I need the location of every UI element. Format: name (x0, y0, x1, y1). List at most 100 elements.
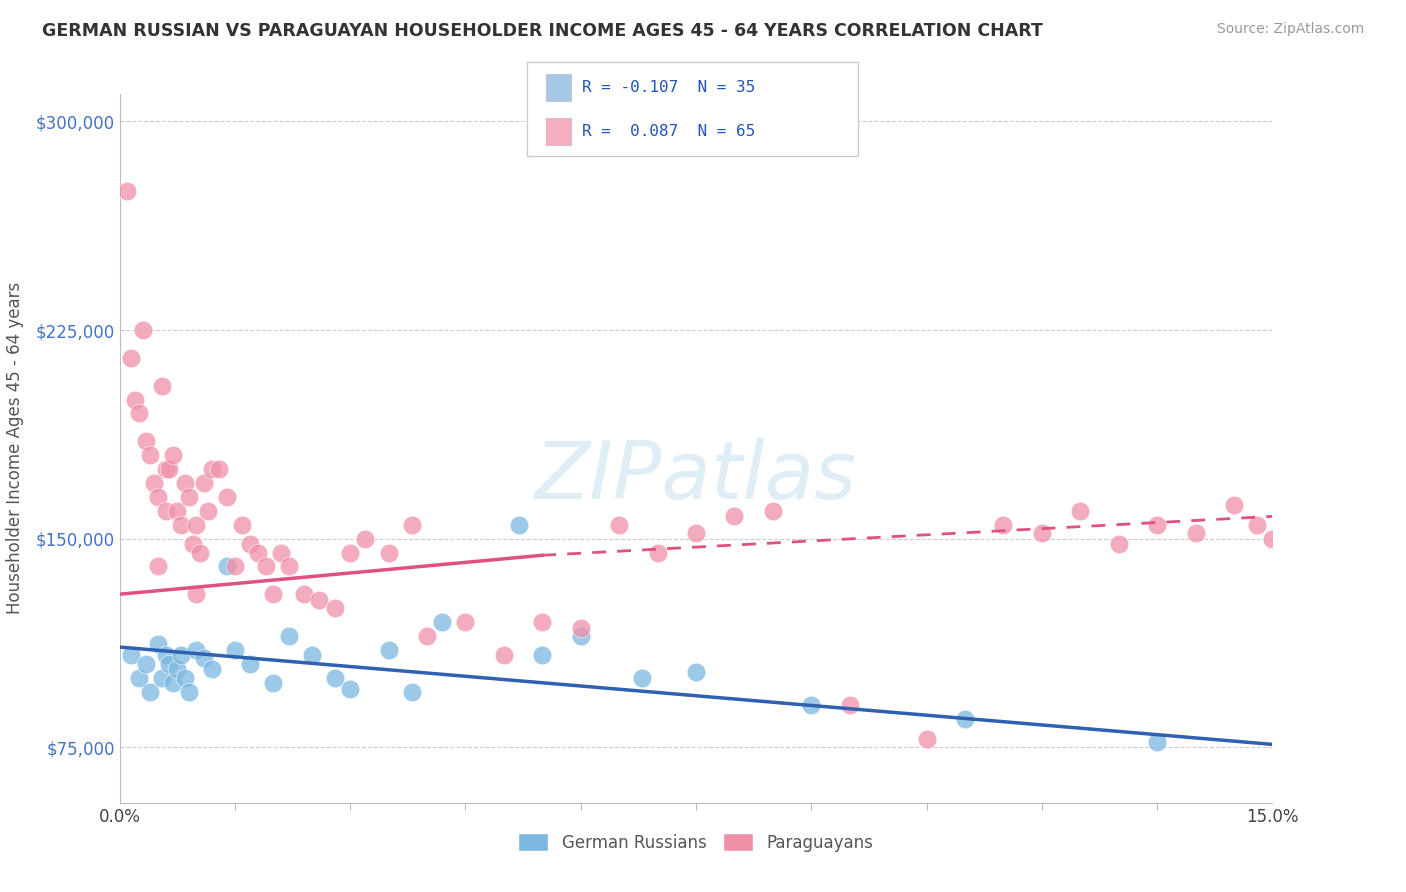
Point (135, 657, 157, 671)
Point (277, 629, 299, 643)
Point (217, 490, 239, 504)
Point (377, 643, 399, 657)
Point (301, 648, 323, 663)
Point (292, 587, 315, 601)
Point (120, 351, 142, 365)
Point (193, 651, 215, 665)
Point (685, 665, 707, 679)
Point (124, 392, 146, 407)
Point (492, 648, 515, 663)
Point (197, 504, 219, 518)
Point (150, 671, 173, 685)
Point (181, 537, 204, 551)
Text: ZIPatlas: ZIPatlas (534, 438, 858, 516)
Point (155, 504, 177, 518)
Point (173, 475, 195, 490)
Point (323, 671, 346, 685)
Point (1146, 734, 1168, 748)
Point (159, 657, 181, 671)
Point (170, 648, 193, 663)
Text: GERMAN RUSSIAN VS PARAGUAYAN HOUSEHOLDER INCOME AGES 45 - 64 YEARS CORRELATION C: GERMAN RUSSIAN VS PARAGUAYAN HOUSEHOLDER… (42, 22, 1043, 40)
Point (1069, 504, 1091, 518)
Point (838, 698, 860, 713)
Point (631, 671, 654, 685)
Point (685, 526, 707, 541)
Point (162, 676, 184, 690)
Point (128, 671, 150, 685)
Point (177, 684, 200, 698)
Point (120, 648, 142, 663)
Point (339, 681, 361, 696)
Point (323, 601, 346, 615)
Point (915, 731, 938, 746)
Point (166, 662, 188, 676)
Point (239, 657, 262, 671)
Point (401, 684, 423, 698)
Point (146, 637, 169, 651)
Point (224, 643, 246, 657)
Text: R =  0.087  N = 65: R = 0.087 N = 65 (582, 124, 755, 138)
Point (188, 545, 211, 559)
Point (201, 462, 224, 476)
Point (246, 545, 269, 559)
Point (416, 629, 439, 643)
Point (262, 587, 284, 601)
Point (193, 475, 215, 490)
Point (186, 643, 208, 657)
Point (569, 629, 592, 643)
Point (146, 559, 169, 574)
Point (177, 490, 200, 504)
Point (953, 712, 976, 726)
Point (166, 504, 188, 518)
Point (173, 671, 195, 685)
Point (155, 648, 177, 663)
Y-axis label: Householder Income Ages 45 - 64 years: Householder Income Ages 45 - 64 years (6, 282, 24, 615)
Point (1146, 517, 1168, 532)
Point (432, 615, 454, 629)
Point (150, 378, 173, 392)
Point (800, 698, 823, 713)
Point (1108, 537, 1130, 551)
Text: Source: ZipAtlas.com: Source: ZipAtlas.com (1216, 22, 1364, 37)
Point (1184, 526, 1206, 541)
Point (208, 462, 231, 476)
Point (186, 587, 208, 601)
Text: R = -0.107  N = 35: R = -0.107 N = 35 (582, 80, 755, 95)
Point (135, 434, 157, 449)
Point (115, 184, 138, 198)
Point (377, 545, 399, 559)
Point (647, 545, 669, 559)
Point (1223, 498, 1246, 512)
Point (993, 517, 1015, 532)
Point (186, 517, 208, 532)
Point (339, 545, 361, 559)
Point (139, 684, 162, 698)
Point (143, 475, 166, 490)
Point (201, 662, 224, 676)
Point (239, 537, 262, 551)
Point (217, 559, 239, 574)
Point (569, 621, 592, 635)
Point (254, 559, 277, 574)
Point (1277, 509, 1299, 524)
Point (155, 462, 177, 476)
Point (270, 545, 292, 559)
Point (1261, 532, 1284, 546)
Point (146, 490, 169, 504)
Legend: German Russians, Paraguayans: German Russians, Paraguayans (512, 827, 880, 858)
Point (354, 532, 377, 546)
Point (1246, 517, 1268, 532)
Point (531, 648, 554, 663)
Point (131, 323, 153, 337)
Point (277, 559, 299, 574)
Point (162, 448, 184, 462)
Point (128, 407, 150, 421)
Point (262, 676, 284, 690)
Point (531, 615, 554, 629)
Point (159, 462, 181, 476)
Point (454, 615, 477, 629)
Point (508, 517, 530, 532)
Point (139, 448, 162, 462)
Point (224, 559, 246, 574)
Point (401, 517, 423, 532)
